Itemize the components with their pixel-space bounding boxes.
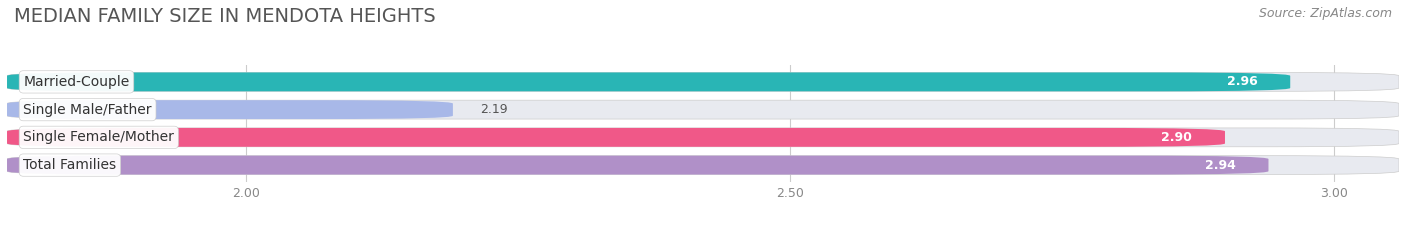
Text: 2.94: 2.94 — [1205, 159, 1236, 171]
FancyBboxPatch shape — [7, 156, 1268, 175]
Text: Married-Couple: Married-Couple — [24, 75, 129, 89]
FancyBboxPatch shape — [7, 128, 1399, 147]
FancyBboxPatch shape — [7, 72, 1291, 91]
Text: 2.90: 2.90 — [1161, 131, 1192, 144]
FancyBboxPatch shape — [7, 72, 1399, 91]
Text: Source: ZipAtlas.com: Source: ZipAtlas.com — [1258, 7, 1392, 20]
FancyBboxPatch shape — [7, 128, 1225, 147]
Text: 2.96: 2.96 — [1227, 75, 1257, 88]
FancyBboxPatch shape — [7, 100, 1399, 119]
Text: MEDIAN FAMILY SIZE IN MENDOTA HEIGHTS: MEDIAN FAMILY SIZE IN MENDOTA HEIGHTS — [14, 7, 436, 26]
Text: Single Male/Father: Single Male/Father — [24, 103, 152, 117]
FancyBboxPatch shape — [7, 100, 453, 119]
FancyBboxPatch shape — [7, 156, 1399, 175]
Text: 2.19: 2.19 — [479, 103, 508, 116]
Text: Total Families: Total Families — [24, 158, 117, 172]
Text: Single Female/Mother: Single Female/Mother — [24, 130, 174, 144]
